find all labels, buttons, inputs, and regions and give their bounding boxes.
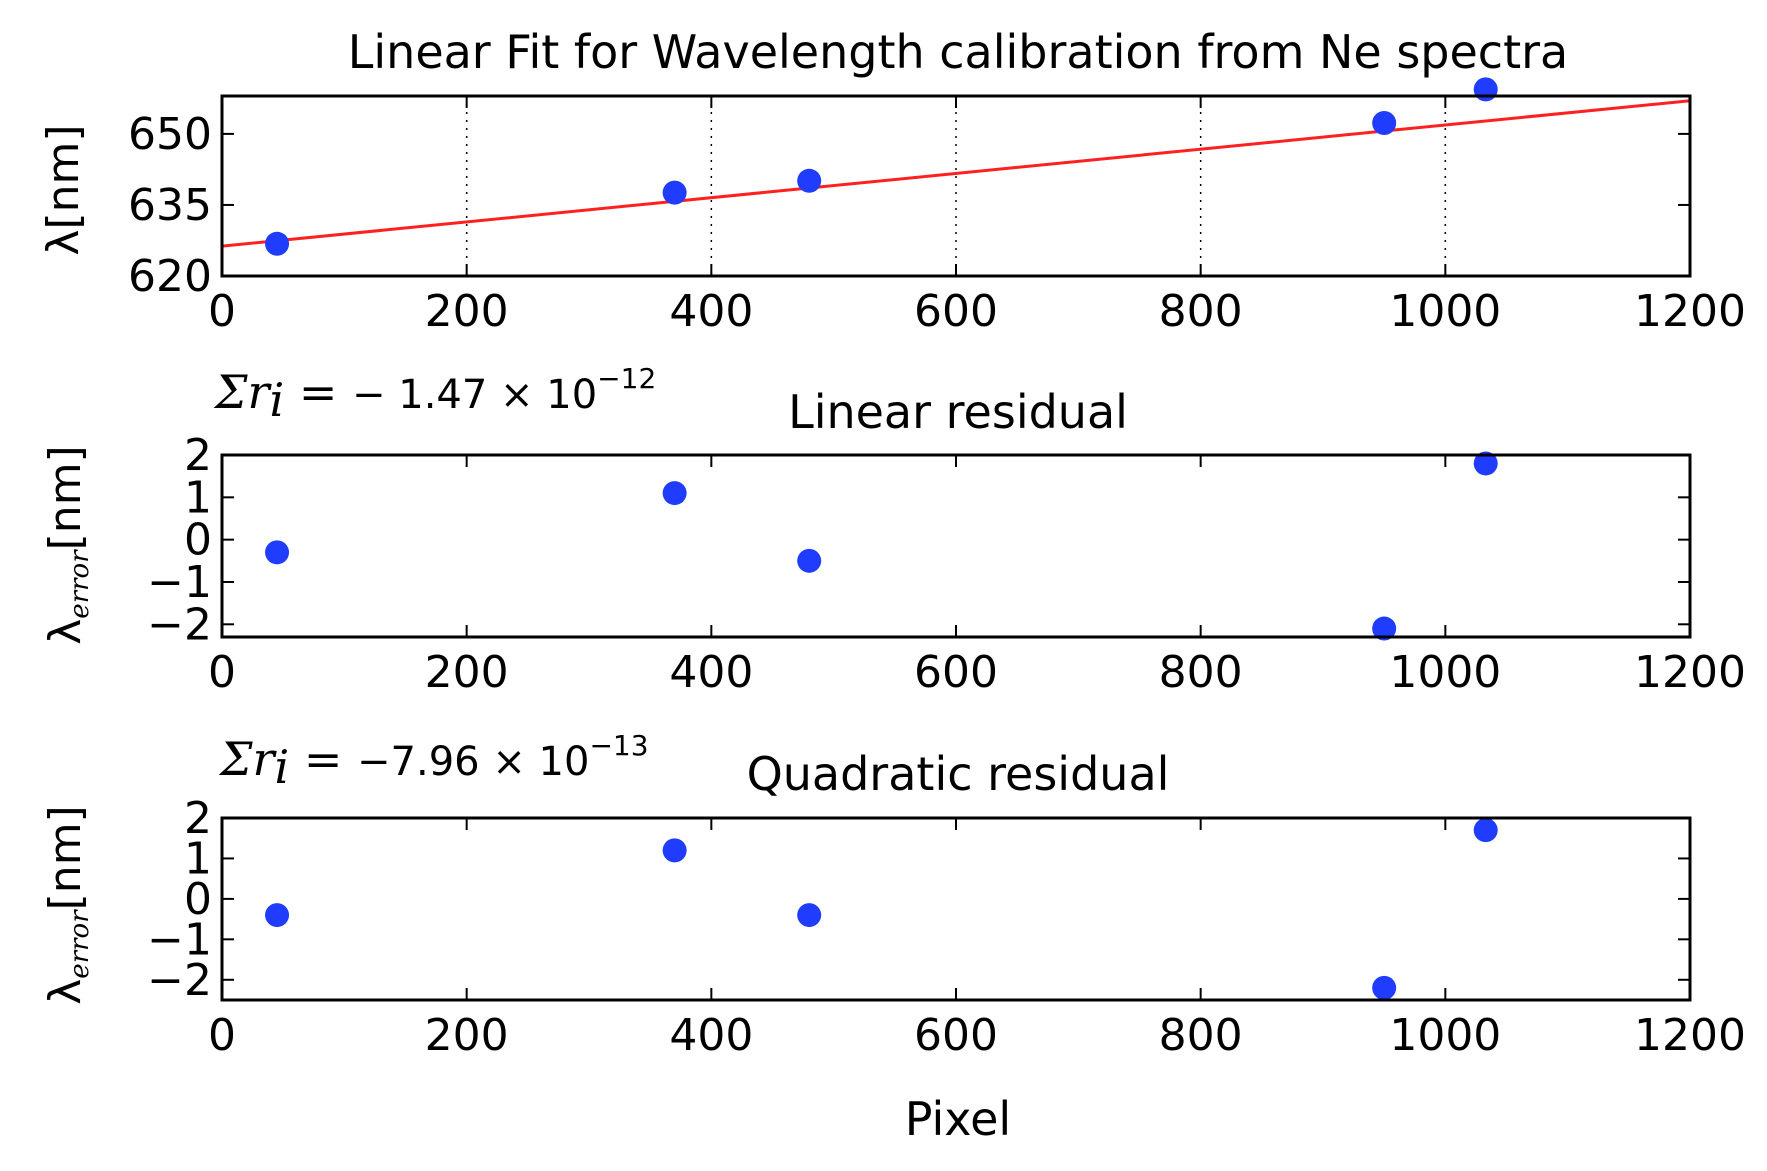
data-point: [662, 838, 687, 863]
x-tick-label: 1200: [1634, 647, 1746, 698]
x-tick-label: 400: [669, 286, 753, 337]
data-point: [797, 903, 822, 928]
panel-title: Linear residual: [788, 385, 1128, 439]
x-tick-label: 800: [1159, 647, 1243, 698]
quadratic-residual-panel: Quadratic residual Σri = −7.96 × 10−13 λ…: [40, 729, 1746, 1146]
data-point: [1372, 616, 1397, 641]
x-tick-label: 600: [914, 286, 998, 337]
x-tick-label: 200: [425, 647, 509, 698]
y-tick-label: −2: [147, 955, 212, 1006]
data-point: [662, 481, 687, 506]
x-tick-label: 1200: [1634, 286, 1746, 337]
data-point: [1372, 111, 1397, 135]
y-axis-label: λ[nm]: [38, 124, 89, 255]
x-tick-label: 400: [669, 1010, 753, 1061]
data-point: [797, 168, 822, 193]
y-tick-label: 1: [184, 472, 212, 523]
chart-title: Linear Fit for Wavelength calibration fr…: [348, 25, 1568, 79]
data-point: [1473, 77, 1498, 102]
y-tick-label: 635: [128, 180, 212, 231]
y-tick-label: 650: [128, 109, 212, 160]
axes-frame: [220, 816, 1692, 1002]
x-tick-label: 1200: [1634, 1010, 1746, 1061]
data-point: [1372, 975, 1397, 1000]
data-point: [662, 180, 687, 205]
x-tick-label: 1000: [1389, 286, 1501, 337]
y-tick-label: −1: [147, 914, 212, 965]
data-point: [265, 231, 290, 256]
x-tick-label: 0: [208, 647, 236, 698]
linear-fit-panel: Linear Fit for Wavelength calibration fr…: [38, 25, 1746, 337]
y-tick-label: −1: [147, 557, 212, 608]
x-tick-label: 800: [1159, 286, 1243, 337]
y-axis-label: λerror[nm]: [40, 445, 95, 644]
x-tick-label: 400: [669, 647, 753, 698]
y-tick-label: −2: [147, 599, 212, 650]
residual-sum-annotation: Σri = −7.96 × 10−13: [218, 729, 649, 794]
panel-title: Quadratic residual: [747, 747, 1170, 801]
residual-sum-annotation: Σri = − 1.47 × 10−12: [213, 362, 656, 427]
x-tick-label: 1000: [1389, 1010, 1501, 1061]
linear-residual-panel: Linear residual Σri = − 1.47 × 10−12 λer…: [40, 362, 1746, 698]
data-point: [265, 540, 290, 565]
axes-frame: [220, 453, 1692, 639]
x-tick-label: 600: [914, 1010, 998, 1061]
data-point: [797, 548, 822, 573]
y-tick-label: 1: [184, 833, 212, 884]
y-tick-label: 0: [184, 874, 212, 925]
data-point: [1473, 818, 1498, 843]
data-point: [265, 903, 290, 928]
y-axis-label: λerror[nm]: [40, 805, 95, 1004]
y-tick-label: 2: [184, 793, 212, 844]
x-tick-label: 1000: [1389, 647, 1501, 698]
fit-line: [221, 99, 1691, 248]
data-point: [1473, 451, 1498, 476]
x-tick-label: 200: [425, 1010, 509, 1061]
y-tick-label: 0: [184, 515, 212, 566]
x-tick-label: 600: [914, 647, 998, 698]
x-tick-label: 800: [1159, 1010, 1243, 1061]
x-tick-label: 200: [425, 286, 509, 337]
x-tick-label: 0: [208, 286, 236, 337]
y-tick-label: 2: [184, 430, 212, 481]
x-axis-label: Pixel: [905, 1092, 1011, 1146]
x-tick-label: 0: [208, 1010, 236, 1061]
y-tick-label: 620: [128, 251, 212, 302]
